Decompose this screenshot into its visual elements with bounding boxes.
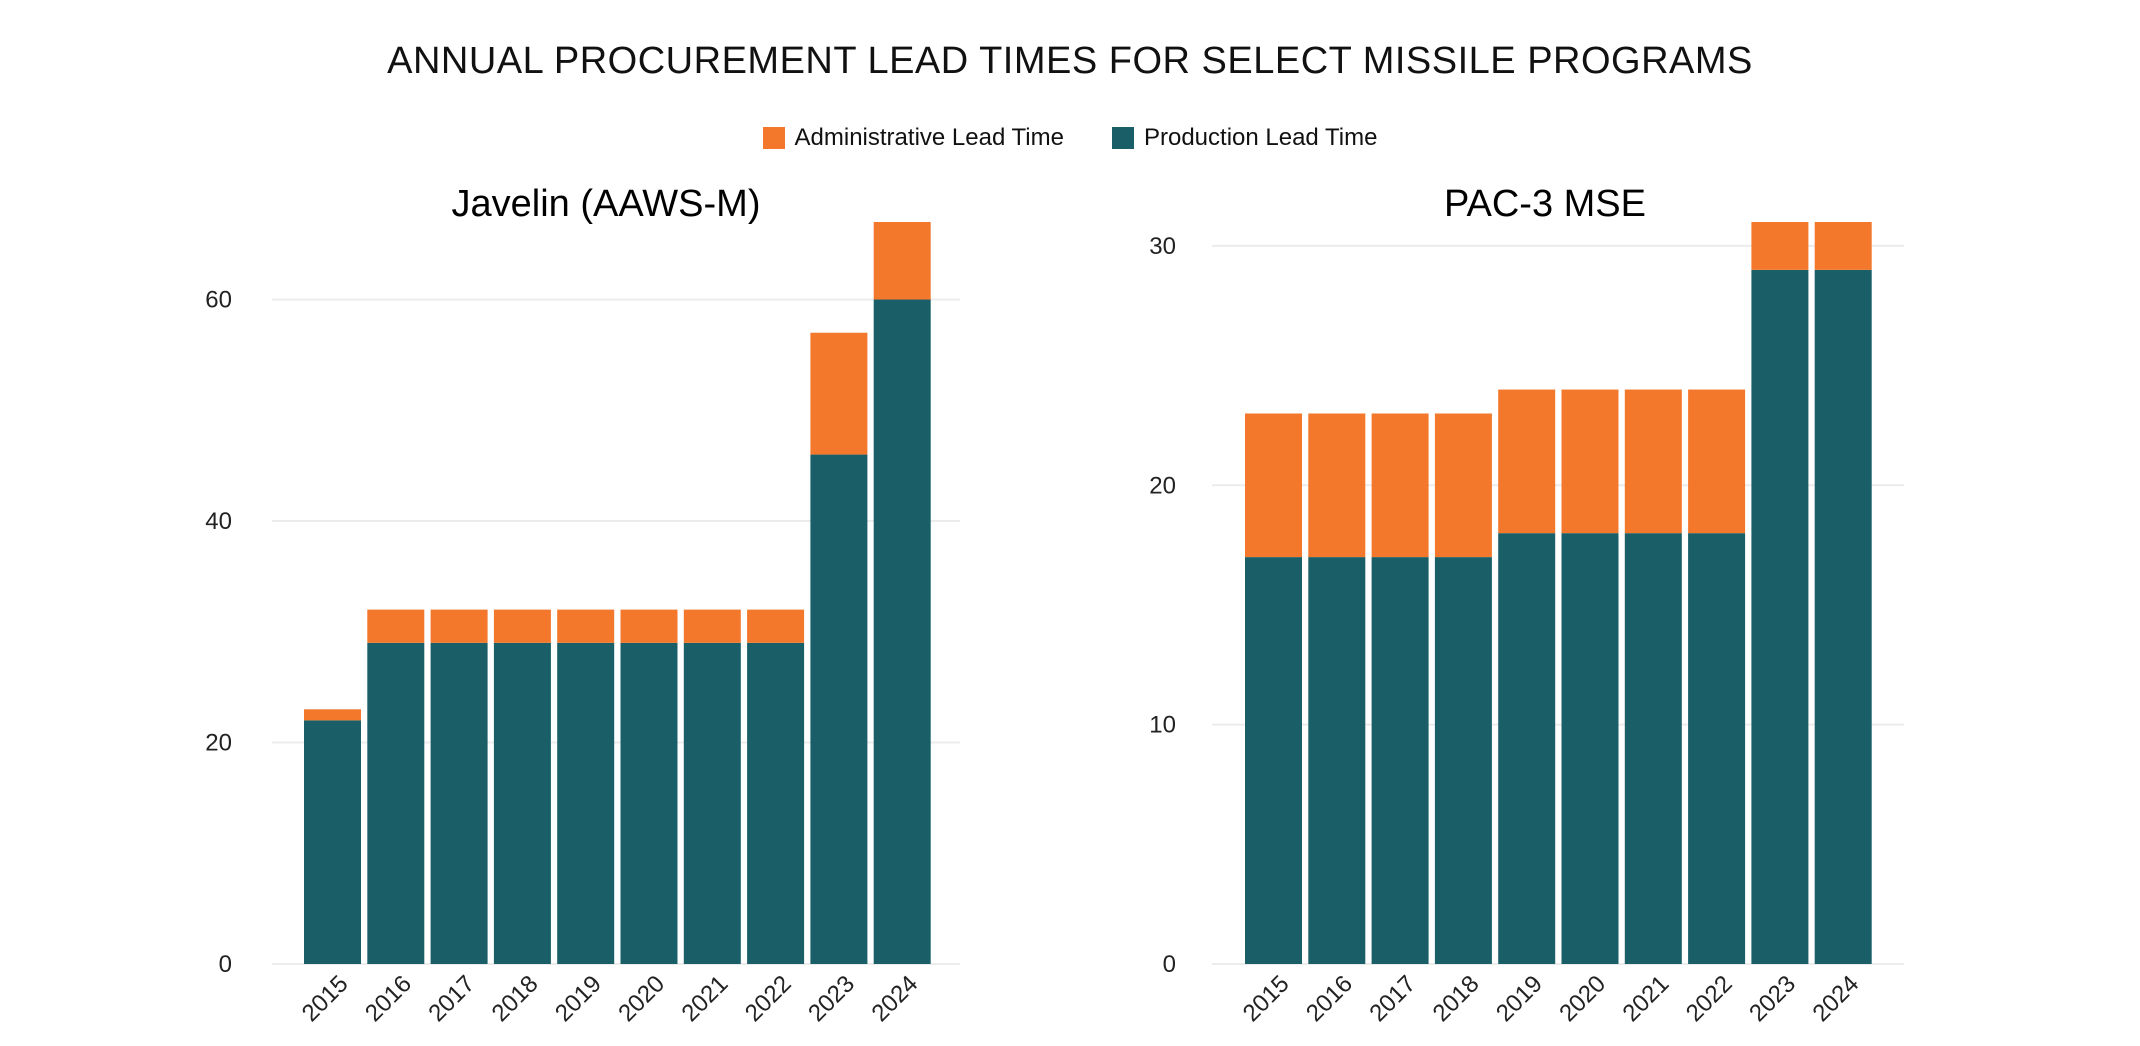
chart-title: ANNUAL PROCUREMENT LEAD TIMES FOR SELECT… [387, 40, 1753, 82]
x-tick-label: 2022 [740, 970, 797, 1027]
bar-production [1245, 557, 1302, 964]
bar-administrative [1245, 413, 1302, 558]
bar-production [1434, 557, 1492, 964]
bar-administrative [1434, 413, 1492, 558]
legend: Administrative Lead Time Production Lead… [0, 124, 2140, 152]
bar-administrative [1751, 222, 1809, 270]
bar-production [304, 720, 361, 964]
bar-administrative [1308, 413, 1366, 558]
bar-production [367, 642, 425, 964]
x-tick-label: 2019 [550, 970, 607, 1027]
x-tick-label: 2024 [866, 970, 923, 1027]
bar-production [683, 642, 741, 964]
bar-administrative [1561, 389, 1619, 534]
x-tick-label: 2018 [487, 970, 544, 1027]
x-tick-label: 2016 [1301, 970, 1358, 1027]
bar-administrative [1498, 389, 1556, 534]
legend-item-admin: Administrative Lead Time [762, 124, 1064, 152]
bar-administrative [747, 609, 805, 643]
x-tick-label: 2018 [1428, 970, 1485, 1027]
y-tick-label: 20 [205, 730, 232, 757]
x-tick-label: 2016 [360, 970, 417, 1027]
bar-production [810, 454, 868, 964]
y-tick-label: 40 [205, 508, 232, 535]
bar-production [430, 642, 488, 964]
x-tick-label: 2020 [1554, 970, 1611, 1027]
legend-label-admin: Administrative Lead Time [794, 124, 1064, 151]
x-tick-label: 2021 [1618, 970, 1675, 1027]
bar-administrative [1624, 389, 1682, 534]
bar-administrative [810, 332, 868, 455]
bar-production [557, 642, 615, 964]
y-tick-label: 30 [1149, 233, 1176, 260]
bar-administrative [1814, 222, 1872, 270]
legend-item-production: Production Lead Time [1111, 124, 1378, 152]
bar-administrative [873, 222, 931, 300]
bar-production [1308, 557, 1366, 964]
legend-swatch-admin [762, 127, 785, 149]
bar-administrative [304, 709, 361, 721]
x-tick-label: 2023 [1744, 970, 1801, 1027]
x-tick-label: 2022 [1681, 970, 1738, 1027]
y-tick-label: 60 [205, 287, 232, 314]
y-tick-label: 10 [1149, 712, 1176, 739]
bar-administrative [493, 609, 551, 643]
bar-administrative [557, 609, 615, 643]
x-tick-label: 2015 [1238, 970, 1295, 1027]
bar-production [1371, 557, 1429, 964]
bar-production [1498, 533, 1556, 964]
bar-production [1814, 269, 1872, 964]
x-tick-label: 2015 [297, 970, 354, 1027]
bar-administrative [367, 609, 425, 643]
y-tick-label: 0 [219, 951, 232, 978]
x-tick-label: 2024 [1807, 970, 1864, 1027]
legend-label-production: Production Lead Time [1143, 124, 1378, 151]
panel-title-1: PAC-3 MSE [1444, 183, 1646, 225]
bar-administrative [430, 609, 488, 643]
bar-production [1624, 533, 1682, 964]
x-tick-label: 2019 [1491, 970, 1548, 1027]
x-tick-label: 2021 [677, 970, 734, 1027]
bar-production [1688, 533, 1746, 964]
bar-production [620, 642, 678, 964]
y-tick-label: 20 [1149, 472, 1176, 499]
bar-administrative [620, 609, 678, 643]
bar-production [747, 642, 805, 964]
x-tick-label: 2017 [423, 970, 480, 1027]
bar-administrative [1688, 389, 1746, 534]
bar-administrative [1371, 413, 1429, 558]
y-tick-label: 0 [1163, 951, 1176, 978]
bar-administrative [683, 609, 741, 643]
x-tick-label: 2017 [1364, 970, 1421, 1027]
x-tick-label: 2023 [803, 970, 860, 1027]
x-tick-label: 2020 [613, 970, 670, 1027]
bar-production [1751, 269, 1809, 964]
panel-title-0: Javelin (AAWS-M) [452, 183, 761, 225]
bar-production [873, 299, 931, 964]
legend-swatch-production [1111, 127, 1134, 149]
bar-production [493, 642, 551, 964]
bar-production [1561, 533, 1619, 964]
